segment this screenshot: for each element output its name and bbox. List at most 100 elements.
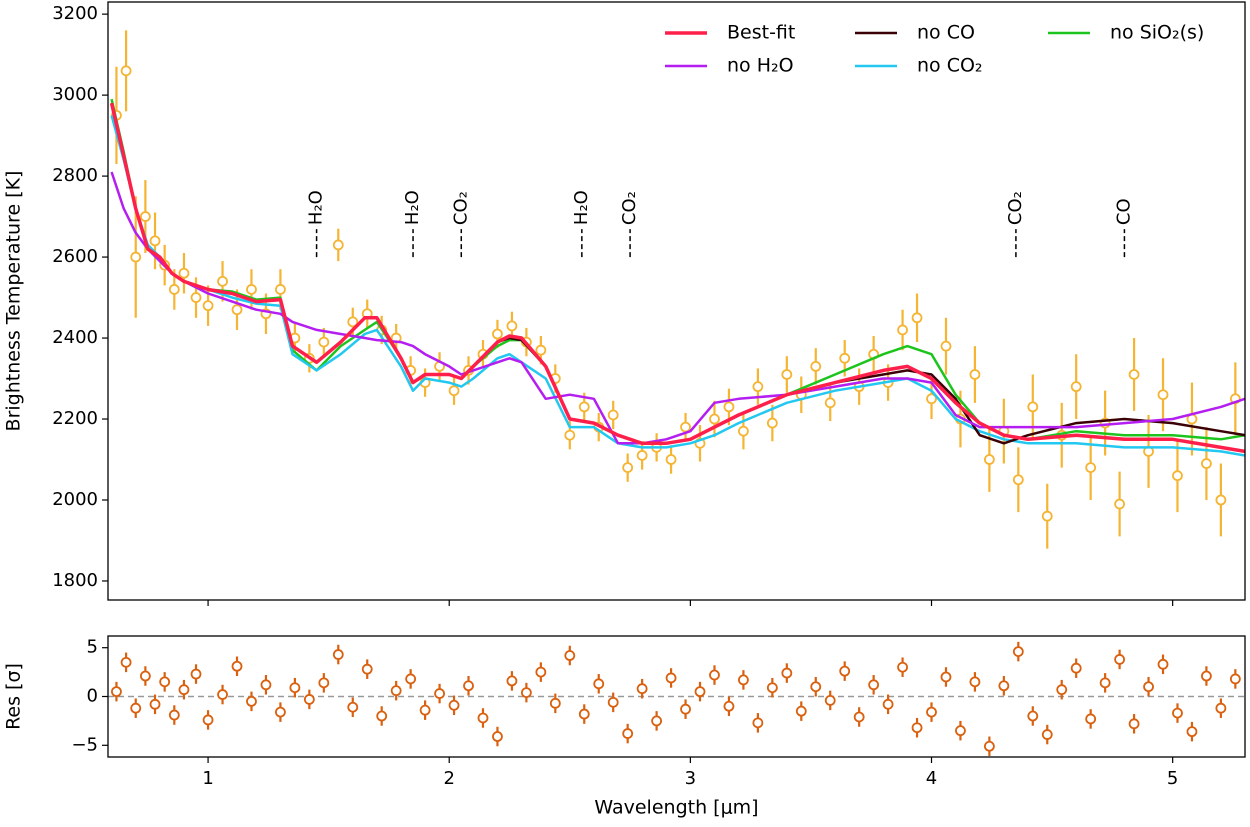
data-point (1041, 729, 1053, 740)
data-point (593, 678, 605, 690)
data-point (159, 676, 171, 688)
y-tick-label: 5 (87, 637, 98, 658)
data-point (665, 672, 677, 684)
legend-label: Best-fit (727, 22, 795, 44)
model-line (110, 171, 1245, 445)
data-point (318, 677, 330, 689)
data-point (506, 320, 518, 332)
data-point (506, 675, 518, 687)
data-point (969, 676, 981, 688)
data-point (1114, 654, 1126, 665)
data-point (246, 695, 257, 707)
data-point (1041, 510, 1053, 522)
data-point (607, 696, 619, 708)
data-point (1172, 707, 1183, 719)
data-point (983, 740, 995, 752)
data-point (289, 682, 301, 694)
data-point (665, 454, 677, 465)
data-point (810, 360, 822, 372)
data-point (405, 673, 417, 685)
y-tick-label: 2200 (52, 408, 98, 429)
data-point (492, 328, 503, 340)
data-point (246, 284, 257, 295)
data-point (1186, 726, 1198, 738)
model-line (110, 115, 1245, 457)
data-point (723, 700, 735, 712)
data-point (926, 393, 937, 405)
data-point (578, 401, 590, 413)
y-axis-label: Res [σ] (3, 663, 25, 730)
data-point (622, 728, 634, 739)
y-tick-label: 3000 (52, 84, 98, 105)
data-point (839, 665, 851, 677)
data-point (139, 670, 151, 682)
data-point (463, 680, 474, 692)
data-point (810, 681, 822, 693)
plot-area (108, 641, 1245, 757)
y-tick-label: 0 (87, 686, 98, 707)
data-point (709, 413, 720, 425)
data-point (448, 699, 460, 711)
data-point (549, 697, 561, 709)
data-point (955, 725, 966, 737)
data-point (1114, 498, 1126, 510)
data-point (347, 316, 359, 328)
data-point (520, 687, 532, 698)
legend-label: no SiO₂(s) (1110, 22, 1204, 44)
data-point (564, 429, 576, 441)
data-point (940, 340, 952, 352)
data-point (1027, 710, 1039, 722)
x-tick-label: 2 (443, 768, 454, 789)
annotation-label: CO₂ (619, 191, 640, 225)
data-point (332, 649, 344, 660)
data-point (419, 704, 431, 716)
data-point (217, 689, 228, 700)
data-point (1099, 677, 1111, 689)
data-point (120, 656, 132, 668)
legend-label: no H₂O (727, 55, 794, 77)
data-point (636, 683, 648, 695)
y-tick-label: 1800 (52, 570, 98, 591)
data-point (622, 462, 634, 474)
annotation-label: CO₂ (450, 191, 471, 225)
x-tick-label: 4 (926, 768, 937, 789)
data-point (361, 663, 373, 675)
annotation-label: H₂O (571, 190, 592, 225)
y-tick-label: 2400 (52, 327, 98, 348)
axes-frame (107, 635, 1246, 758)
data-point (723, 401, 735, 413)
data-point (564, 650, 576, 661)
y-tick-label: 2800 (52, 165, 98, 186)
data-point (139, 211, 151, 222)
data-point (448, 385, 460, 397)
data-point (853, 711, 865, 723)
axes-frame (107, 1, 1246, 601)
data-point (1027, 401, 1039, 413)
data-point (1012, 646, 1024, 658)
data-point (694, 686, 706, 698)
data-point (738, 425, 749, 437)
data-point (651, 715, 663, 727)
data-point (260, 679, 272, 691)
data-point (120, 65, 132, 77)
data-point (130, 702, 142, 714)
data-point (969, 369, 981, 380)
data-point (347, 701, 359, 713)
data-point (1128, 369, 1140, 380)
data-point (332, 239, 344, 251)
data-point (607, 409, 619, 421)
data-point (868, 679, 880, 691)
data-point (1157, 658, 1169, 670)
data-point (781, 667, 793, 679)
data-point (318, 336, 330, 348)
data-point (535, 344, 547, 356)
data-point (824, 397, 836, 409)
data-point (824, 695, 836, 706)
data-point (149, 698, 161, 710)
data-point (376, 710, 388, 722)
data-point (926, 706, 937, 718)
data-point (275, 284, 286, 295)
data-point (1157, 389, 1169, 401)
